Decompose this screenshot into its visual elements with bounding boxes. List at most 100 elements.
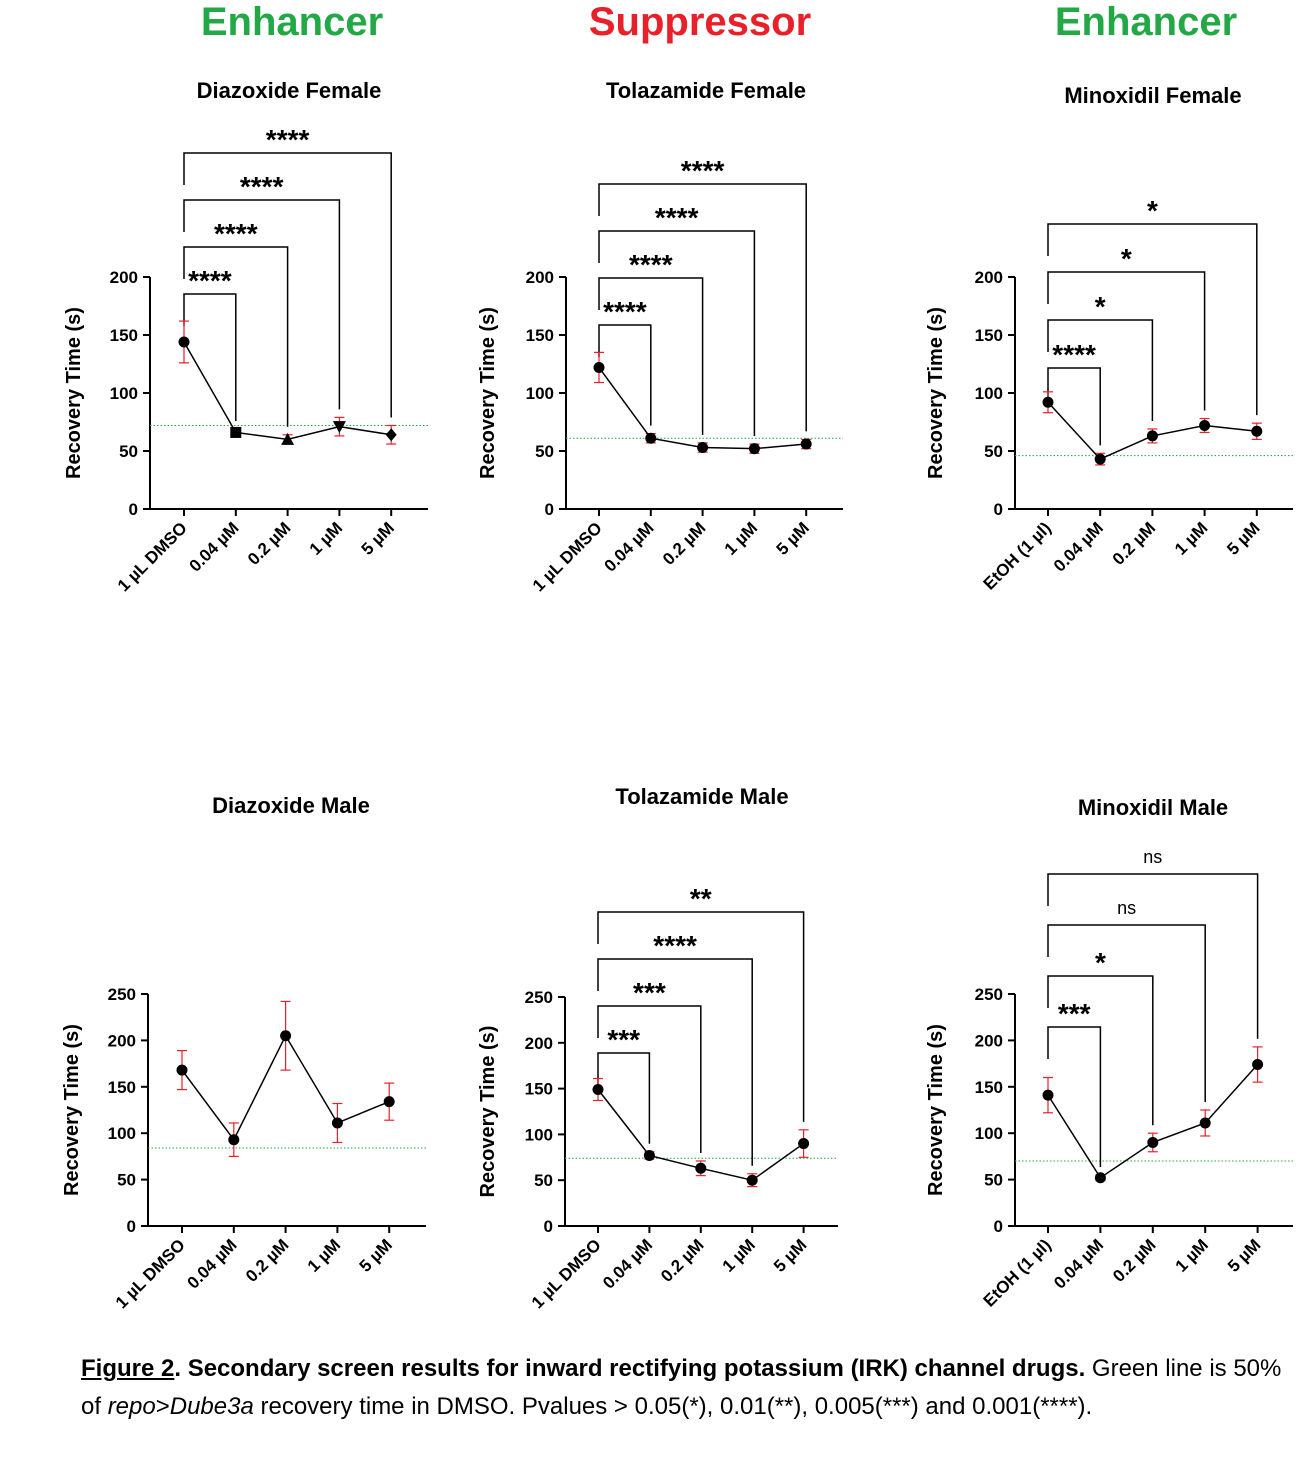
- y-tick-label: 0: [544, 1217, 553, 1236]
- significance-bracket: [183, 293, 237, 421]
- significance-bracket: [183, 152, 392, 418]
- significance-label: ****: [603, 296, 647, 327]
- significance-label: ***: [633, 977, 666, 1008]
- y-tick-label: 100: [526, 384, 554, 403]
- data-point: [332, 421, 346, 434]
- significance-label: ns: [1117, 898, 1136, 918]
- chart-title: Tolazamide Female: [606, 78, 806, 103]
- significance-label: ****: [655, 202, 699, 233]
- y-tick-label: 0: [545, 500, 554, 519]
- data-point: [1199, 419, 1211, 431]
- significance-label: **: [690, 883, 712, 914]
- x-tick-label: 1 µM: [1172, 1235, 1212, 1275]
- significance-bracket: [597, 911, 805, 1122]
- group-title-enhancer-right: Enhancer: [1054, 0, 1238, 44]
- data-point: [645, 432, 657, 444]
- significance-label: ****: [681, 155, 725, 186]
- y-tick-label: 200: [975, 268, 1003, 287]
- significance-bracket: [598, 324, 652, 426]
- significance-label: *: [1121, 243, 1132, 274]
- significance-bracket: [598, 277, 704, 435]
- y-tick-label: 50: [534, 1171, 553, 1190]
- significance-bracket: [1047, 271, 1206, 411]
- data-point: [1199, 1117, 1211, 1129]
- data-point: [1146, 430, 1158, 442]
- data-point: [1147, 1136, 1159, 1148]
- significance-label: ****: [629, 249, 673, 280]
- significance-label: ****: [266, 124, 310, 155]
- y-tick-label: 200: [525, 1034, 553, 1053]
- data-point: [1094, 1172, 1106, 1184]
- chart-title: Tolazamide Male: [615, 784, 788, 809]
- data-point: [230, 426, 242, 438]
- caption-genotype-sep: >: [155, 1393, 170, 1420]
- data-point: [592, 1084, 604, 1096]
- chart-title: Diazoxide Female: [197, 78, 382, 103]
- data-point: [1094, 453, 1106, 465]
- y-axis-label: Recovery Time (s): [477, 1026, 499, 1198]
- y-tick-label: 100: [108, 1124, 136, 1143]
- significance-label: ****: [1052, 339, 1096, 370]
- data-point: [280, 1030, 292, 1042]
- significance-bracket: [597, 958, 753, 1166]
- data-point: [593, 361, 605, 373]
- data-point: [798, 1138, 810, 1150]
- y-tick-label: 50: [984, 1171, 1003, 1190]
- y-tick-label: 0: [994, 1217, 1003, 1236]
- significance-bracket: [1047, 319, 1154, 421]
- y-tick-label: 150: [975, 1078, 1003, 1097]
- significance-bracket: [1047, 1026, 1102, 1167]
- caption-body-2: recovery time in DMSO. Pvalues > 0.05(*)…: [253, 1393, 1093, 1420]
- x-tick-label: 0.04 µM: [1050, 1235, 1107, 1292]
- chart-title: Diazoxide Male: [212, 793, 370, 818]
- x-tick-label: 0.2 µM: [1109, 1235, 1159, 1285]
- caption-head: . Secondary screen results for inward re…: [174, 1355, 1086, 1382]
- significance-bracket: [1047, 924, 1206, 1102]
- y-tick-label: 150: [526, 326, 554, 345]
- significance-label: *: [1095, 947, 1106, 978]
- y-tick-label: 50: [117, 1171, 136, 1190]
- y-tick-label: 150: [110, 326, 138, 345]
- significance-bracket: [1047, 223, 1258, 416]
- y-axis-label: Recovery Time (s): [925, 307, 947, 479]
- y-tick-label: 50: [535, 442, 554, 461]
- y-tick-label: 200: [110, 268, 138, 287]
- significance-bracket: [597, 1052, 651, 1144]
- data-point: [331, 1117, 343, 1129]
- significance-bracket: [183, 199, 341, 410]
- y-tick-label: 150: [525, 1080, 553, 1099]
- y-tick-label: 200: [526, 268, 554, 287]
- chart-title: Minoxidil Male: [1078, 795, 1228, 820]
- y-tick-label: 200: [108, 1031, 136, 1050]
- significance-bracket: [598, 230, 756, 437]
- significance-bracket: [597, 1005, 702, 1153]
- data-point: [383, 1096, 395, 1108]
- data-point: [176, 1064, 188, 1076]
- data-point: [281, 432, 295, 445]
- y-axis-label: Recovery Time (s): [477, 307, 499, 479]
- data-point: [697, 442, 709, 454]
- data-point: [1042, 396, 1054, 408]
- y-tick-label: 100: [975, 1124, 1003, 1143]
- x-tick-label: 5 µM: [1224, 1235, 1264, 1275]
- significance-bracket: [183, 246, 289, 427]
- chart-title: Minoxidil Female: [1064, 83, 1241, 108]
- significance-bracket: [1047, 975, 1154, 1126]
- significance-label: ****: [188, 265, 232, 296]
- caption-genotype-b: Dube3a: [169, 1393, 254, 1420]
- data-point: [748, 443, 760, 455]
- y-tick-label: 150: [108, 1078, 136, 1097]
- data-point: [746, 1174, 758, 1186]
- significance-label: *: [1147, 195, 1158, 226]
- y-tick-label: 200: [975, 1031, 1003, 1050]
- significance-label: ***: [607, 1024, 640, 1055]
- y-axis-label: Recovery Time (s): [63, 307, 85, 479]
